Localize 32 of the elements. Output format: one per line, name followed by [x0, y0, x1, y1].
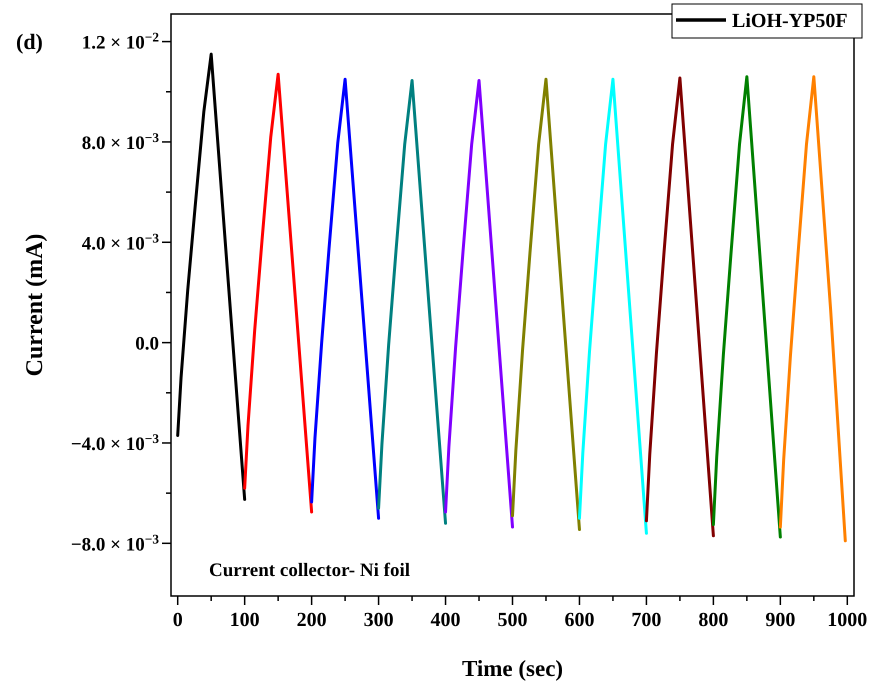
y-tick-label: 4.0 × 10$^{−3}$: [82, 230, 160, 254]
x-tick-label: 500: [498, 609, 528, 631]
y-axis-title: Current (mA): [22, 234, 48, 376]
y-tick-label: 8.0 × 10$^{−3}$: [82, 129, 160, 154]
line-series: [310, 78, 380, 520]
annotation: Current collector- Ni foil: [209, 560, 410, 581]
x-tick-label: 700: [631, 609, 662, 631]
x-tick-label: 200: [296, 609, 327, 631]
y-tick-label: −8.0 × 10$^{−3}$: [70, 530, 160, 556]
line-series: [176, 52, 246, 501]
line-series: [243, 72, 314, 514]
x-axis-title: Time (sec): [462, 656, 564, 681]
x-tick-label: 400: [430, 609, 461, 631]
line-series: [511, 78, 581, 532]
legend-label: LiOH-YP50F: [732, 10, 848, 32]
x-tick-label: 100: [230, 609, 260, 631]
y-tick-label: 1.2 × 10$^{−2}$: [82, 29, 160, 54]
x-tick-label: 600: [564, 609, 594, 631]
x-tick-label: 300: [364, 609, 394, 631]
line-series: [644, 76, 715, 538]
line-series: [377, 78, 448, 525]
line-series: [712, 75, 782, 539]
line-series: [778, 75, 847, 542]
line-series: [444, 78, 514, 529]
text: (d): [16, 29, 43, 54]
x-tick-label: 0: [172, 609, 183, 631]
y-tick-label: 0.0: [135, 334, 159, 355]
y-tick-label: −4.0 × 10$^{−3}$: [70, 430, 160, 455]
line-series: [578, 78, 648, 535]
x-tick-label: 800: [698, 609, 728, 631]
x-tick-label: 900: [765, 609, 796, 631]
x-tick-label: 1000: [827, 609, 868, 631]
